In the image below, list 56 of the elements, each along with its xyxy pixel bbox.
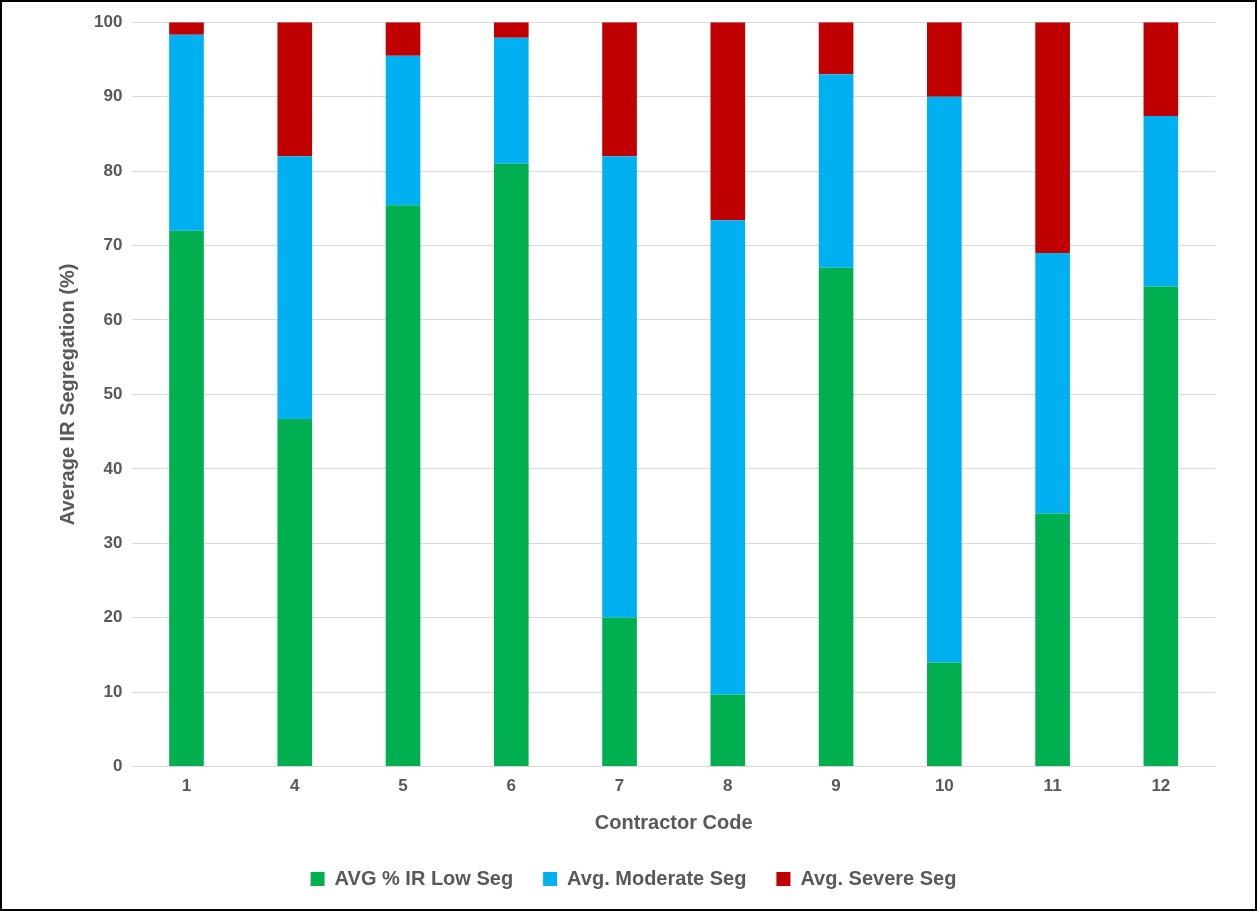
x-tick-label: 12 — [1151, 776, 1171, 796]
bar — [385, 55, 421, 206]
bar — [277, 156, 313, 419]
x-tick-label: 9 — [831, 776, 841, 796]
bar — [710, 220, 746, 695]
x-tick-label: 7 — [614, 776, 625, 796]
y-tick-label: 60 — [103, 309, 123, 329]
y-tick-label: 40 — [103, 458, 123, 478]
y-tick-label: 30 — [103, 532, 123, 552]
x-tick-label: 4 — [290, 776, 301, 796]
bar — [169, 34, 204, 231]
bar — [1143, 115, 1179, 287]
y-tick-label: 100 — [93, 11, 123, 31]
bar — [277, 22, 313, 157]
bar — [1035, 252, 1070, 514]
bar — [493, 37, 529, 164]
y-tick-label: 50 — [103, 384, 123, 404]
x-tick-label: 8 — [723, 776, 733, 796]
bar — [710, 694, 746, 767]
x-tick-label: 10 — [934, 776, 954, 796]
x-tick-label: 1 — [181, 776, 192, 796]
y-tick-label: 80 — [103, 160, 123, 180]
y-axis-title: Average IR Segregation (%) — [55, 263, 78, 526]
legend-label: AVG % IR Low Seg — [334, 866, 514, 889]
bar — [169, 230, 204, 767]
legend-label: Avg. Severe Seg — [800, 866, 957, 889]
bar — [1035, 22, 1070, 253]
bar — [385, 22, 421, 56]
bar — [818, 267, 854, 767]
bar — [927, 22, 962, 97]
x-tick-label: 11 — [1043, 776, 1062, 796]
y-tick-label: 90 — [103, 86, 123, 106]
bar — [602, 156, 637, 618]
bar — [1143, 286, 1179, 767]
bar — [1035, 513, 1070, 767]
y-tick-label: 10 — [103, 681, 123, 701]
bar — [169, 22, 204, 35]
bar — [818, 22, 854, 75]
y-tick-label: 0 — [112, 756, 123, 776]
y-tick-label: 70 — [103, 235, 123, 255]
bar — [818, 74, 854, 268]
y-tick-label: 20 — [103, 607, 123, 627]
bar — [710, 22, 746, 221]
bar — [493, 163, 529, 767]
legend-label: Avg. Moderate Seg — [567, 866, 747, 889]
bar — [493, 22, 529, 38]
bar — [927, 662, 962, 767]
bar — [927, 96, 962, 663]
x-tick-label: 5 — [398, 776, 408, 796]
bar — [602, 22, 637, 157]
bar — [385, 205, 421, 767]
bar — [277, 418, 313, 767]
bar — [602, 617, 637, 767]
x-axis-title: Contractor Code — [594, 810, 753, 833]
x-tick-label: 6 — [506, 776, 517, 796]
bar — [1143, 22, 1179, 116]
